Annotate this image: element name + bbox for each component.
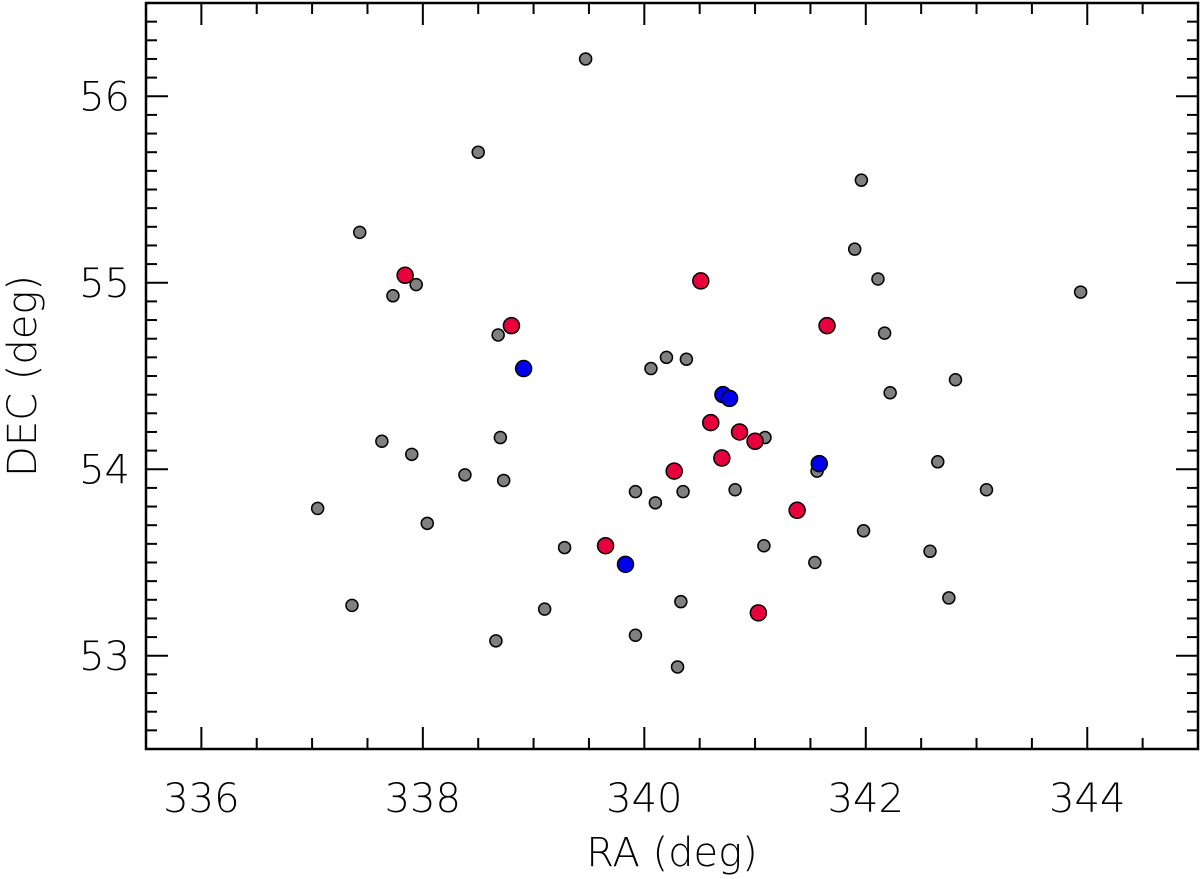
data-point (676, 484, 690, 499)
data-point (856, 524, 871, 538)
data-point (979, 483, 994, 497)
data-point (491, 328, 505, 342)
data-point (942, 591, 956, 605)
data-point (420, 516, 435, 531)
data-point (923, 544, 937, 559)
data-point (659, 350, 674, 365)
data-point (679, 352, 694, 366)
data-point (386, 289, 400, 303)
data-point (557, 540, 572, 555)
y-tick-label: 56 (79, 74, 130, 120)
data-point (720, 389, 739, 408)
data-point (674, 594, 688, 609)
data-point (489, 634, 503, 648)
data-point (871, 272, 885, 286)
data-point (670, 660, 685, 674)
x-tick-label: 340 (606, 776, 682, 822)
data-point (648, 496, 663, 510)
data-point (496, 473, 511, 488)
y-axis-title: DEC (deg) (0, 275, 46, 477)
data-point (471, 145, 485, 159)
data-point (493, 430, 508, 445)
data-point (396, 266, 414, 285)
data-point (788, 501, 806, 520)
data-point (818, 316, 836, 335)
data-point (728, 483, 742, 497)
data-point (537, 602, 552, 616)
data-point (578, 52, 593, 66)
data-point (345, 598, 359, 613)
data-point (847, 242, 862, 256)
data-point (1073, 285, 1088, 299)
data-point (692, 272, 710, 290)
data-point (665, 462, 683, 480)
y-tick-label: 53 (79, 634, 130, 680)
data-point (628, 484, 643, 499)
x-tick-label: 338 (385, 776, 461, 822)
data-points (310, 52, 1088, 674)
data-point (749, 604, 768, 622)
axis-ticks (145, 2, 1199, 750)
data-point (702, 413, 720, 432)
x-axis-title: RA (deg) (586, 830, 757, 876)
data-point (746, 432, 764, 451)
data-point (854, 173, 869, 187)
plot-frame (144, 1, 1200, 751)
data-point (730, 423, 749, 441)
y-tick-label: 54 (79, 447, 130, 493)
data-point (375, 434, 389, 449)
data-point (310, 501, 325, 516)
data-point (877, 326, 892, 340)
data-point (628, 628, 643, 642)
data-point (931, 455, 945, 469)
data-point (808, 555, 822, 570)
data-point (458, 468, 472, 482)
data-point (502, 316, 521, 335)
data-point (948, 372, 963, 387)
y-tick-label: 55 (79, 261, 130, 307)
data-point (405, 447, 419, 462)
x-tick-label: 336 (163, 776, 239, 822)
data-point (713, 449, 731, 467)
data-point (644, 361, 658, 376)
data-point (596, 536, 615, 555)
x-tick-label: 342 (828, 776, 904, 822)
data-point (883, 386, 897, 400)
data-point (352, 225, 367, 240)
data-point (514, 359, 533, 378)
x-tick-label: 344 (1049, 776, 1125, 822)
data-point (409, 277, 423, 292)
data-point (616, 555, 635, 574)
data-point (757, 538, 771, 553)
data-point (810, 454, 829, 473)
tick-labels: 336 338 340 342 344 53 54 55 56 (79, 74, 1125, 822)
